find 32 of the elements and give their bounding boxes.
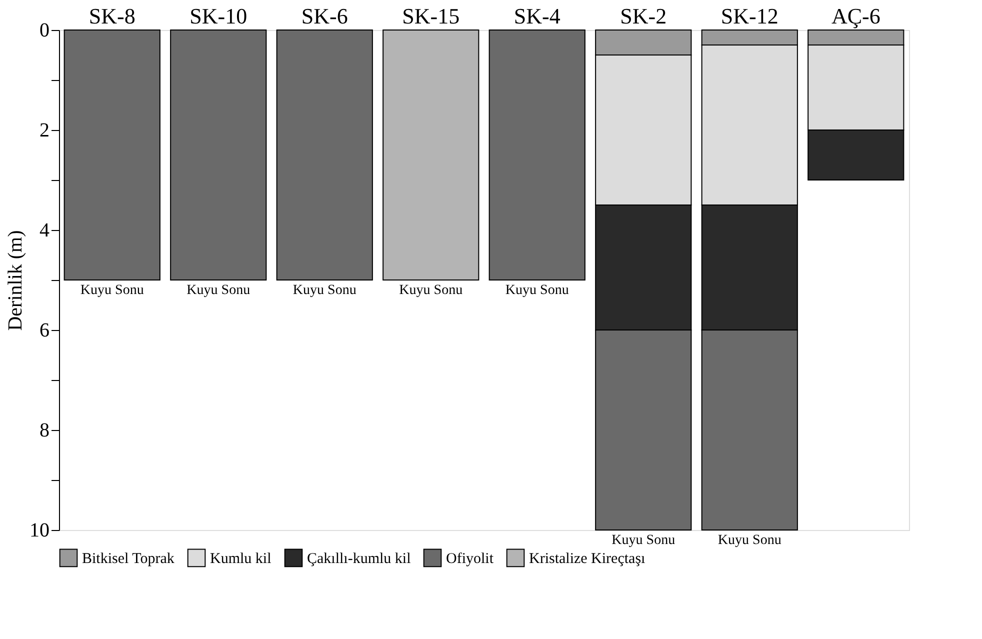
- bar: [64, 30, 160, 280]
- annotation: Kuyu Sonu: [612, 533, 676, 548]
- y-tick-label: 8: [40, 420, 50, 442]
- bar: [382, 30, 480, 280]
- legend-label: Ofiyolit: [446, 550, 494, 567]
- y-tick-label: 10: [30, 520, 50, 542]
- y-axis-title: Derinlik (m): [4, 230, 26, 331]
- bar: [170, 30, 267, 280]
- annotation: Kuyu Sonu: [186, 283, 250, 298]
- annotation: Kuyu Sonu: [718, 533, 782, 548]
- legend-label: Bitkisel Toprak: [82, 550, 175, 567]
- y-tick-label: 2: [40, 120, 50, 142]
- x-tick-label: SK-8: [88, 4, 136, 28]
- y-tick-label: 0: [40, 20, 50, 42]
- x-tick-label: AÇ-6: [831, 4, 880, 28]
- x-tick-label: SK-12: [720, 4, 778, 28]
- legend-label: Çakıllı-kumlu kil: [307, 550, 411, 567]
- bar: [488, 30, 586, 280]
- x-tick-label: SK-4: [514, 4, 560, 28]
- y-tick-label: 4: [40, 220, 50, 242]
- x-tick-label: SK-6: [301, 4, 348, 28]
- x-tick-label: SK-2: [620, 4, 667, 28]
- y-tick-label: 6: [40, 320, 50, 342]
- bar: [276, 30, 373, 280]
- annotation: Kuyu Sonu: [505, 283, 569, 298]
- legend-label: Kumlu kil: [210, 550, 272, 567]
- legend-label: Kristalize Kireçtaşı: [529, 550, 646, 567]
- x-tick-label: SK-15: [402, 4, 460, 28]
- annotation: Kuyu Sonu: [80, 283, 144, 298]
- annotation: Kuyu Sonu: [292, 283, 356, 298]
- x-tick-label: SK-10: [190, 4, 248, 28]
- annotation: Kuyu Sonu: [399, 283, 463, 298]
